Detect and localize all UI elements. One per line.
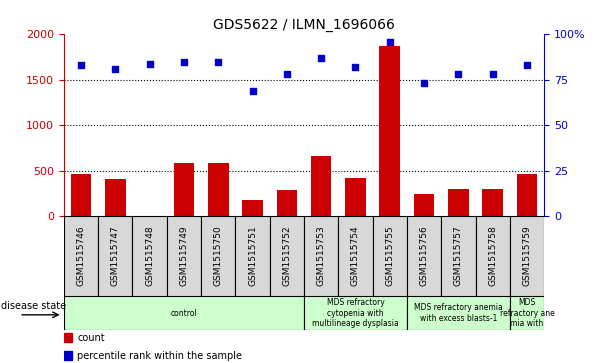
Bar (270, 216, 304, 296)
Bar (64, 333, 72, 342)
Bar (208, 163, 229, 216)
Bar (64, 296, 304, 330)
Bar (201, 216, 235, 296)
Text: GSM1515755: GSM1515755 (385, 225, 394, 286)
Point (247, 88, 257, 94)
Bar (510, 216, 544, 296)
Text: disease state: disease state (1, 301, 66, 311)
Point (522, 62, 532, 68)
Bar (71, 174, 91, 216)
Bar (242, 200, 263, 216)
Bar (311, 156, 331, 216)
Bar (414, 194, 434, 216)
Bar (475, 216, 510, 296)
Text: count: count (77, 333, 105, 343)
Text: GSM1515754: GSM1515754 (351, 225, 360, 286)
Bar (407, 216, 441, 296)
Bar (105, 179, 126, 216)
Text: GSM1515746: GSM1515746 (77, 225, 86, 286)
Point (179, 59, 188, 65)
Text: GSM1515756: GSM1515756 (420, 225, 429, 286)
Bar (441, 216, 475, 296)
Point (454, 72, 463, 77)
Bar (174, 163, 194, 216)
Bar (98, 216, 133, 296)
Text: GSM1515759: GSM1515759 (522, 225, 531, 286)
Title: GDS5622 / ILMN_1696066: GDS5622 / ILMN_1696066 (213, 18, 395, 32)
Text: GSM1515751: GSM1515751 (248, 225, 257, 286)
Bar (338, 216, 373, 296)
Text: GSM1515748: GSM1515748 (145, 225, 154, 286)
Text: GSM1515753: GSM1515753 (317, 225, 326, 286)
Bar (64, 351, 72, 360)
Point (419, 81, 429, 86)
Point (111, 66, 120, 72)
Bar (448, 189, 469, 216)
Point (76, 62, 86, 68)
Text: GSM1515758: GSM1515758 (488, 225, 497, 286)
Bar (133, 216, 167, 296)
Bar (167, 216, 201, 296)
Text: MDS refractory anemia
with excess blasts-1: MDS refractory anemia with excess blasts… (414, 303, 503, 323)
Bar (510, 296, 544, 330)
Point (213, 59, 223, 65)
Point (145, 61, 154, 66)
Bar (482, 189, 503, 216)
Bar (345, 178, 366, 216)
Text: GSM1515749: GSM1515749 (179, 225, 188, 286)
Bar (373, 216, 407, 296)
Text: GSM1515747: GSM1515747 (111, 225, 120, 286)
Bar (304, 216, 338, 296)
Text: GSM1515750: GSM1515750 (214, 225, 223, 286)
Text: MDS
refractory ane
mia with: MDS refractory ane mia with (500, 298, 554, 328)
Point (488, 72, 497, 77)
Bar (517, 174, 537, 216)
Text: percentile rank within the sample: percentile rank within the sample (77, 351, 243, 361)
Bar (64, 216, 98, 296)
Point (282, 72, 292, 77)
Point (385, 39, 395, 45)
Text: control: control (171, 309, 197, 318)
Bar (277, 189, 297, 216)
Bar (304, 296, 407, 330)
Bar (407, 296, 510, 330)
Bar (379, 46, 400, 216)
Text: GSM1515757: GSM1515757 (454, 225, 463, 286)
Bar (235, 216, 270, 296)
Point (316, 55, 326, 61)
Text: MDS refractory
cytopenia with
multilineage dysplasia: MDS refractory cytopenia with multilinea… (312, 298, 399, 328)
Point (351, 64, 361, 70)
Text: GSM1515752: GSM1515752 (282, 225, 291, 286)
